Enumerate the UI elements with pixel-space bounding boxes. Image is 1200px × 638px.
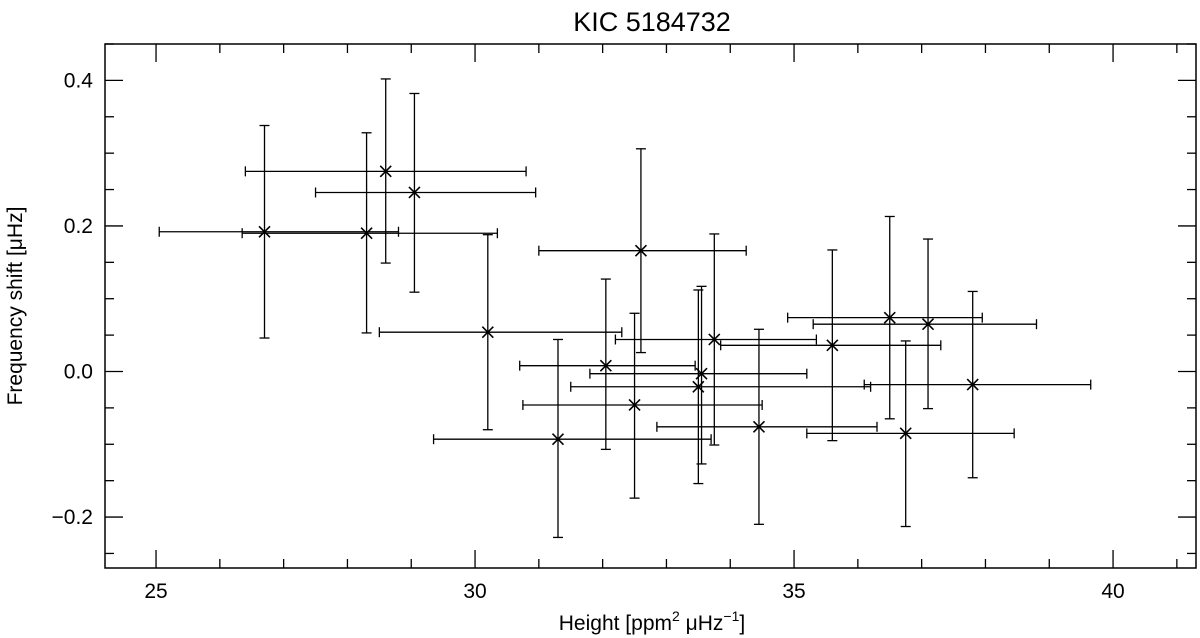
x-axis-label-mid: μHz [680, 612, 724, 635]
axis-ticks [105, 43, 1196, 568]
data-point-marker [599, 359, 612, 372]
plot-frame [104, 43, 1197, 569]
y-tick-labels: −0.2 0.0 0.2 0.4 [52, 69, 94, 529]
data-point-marker [752, 420, 766, 433]
data-point-marker [551, 433, 565, 446]
data-point-marker [883, 311, 896, 324]
chart-title: KIC 5184732 [573, 7, 731, 37]
data-point-marker [481, 326, 494, 339]
x-tick-label: 40 [1101, 580, 1124, 603]
data-markers [258, 165, 979, 446]
data-point-marker [258, 225, 271, 238]
data-point-marker [360, 227, 373, 240]
data-point-marker [966, 378, 979, 391]
error-bars [158, 78, 1092, 539]
data-point-marker [379, 165, 392, 178]
x-tick-label: 35 [782, 580, 805, 603]
data-point-marker [826, 339, 839, 352]
x-tick-labels: 25 30 35 40 [144, 580, 1124, 603]
y-tick-label: 0.2 [64, 215, 93, 238]
x-axis-label-post: ] [739, 612, 745, 635]
data-point-marker [708, 333, 721, 346]
data-point-marker [634, 244, 647, 257]
data-point-marker [408, 186, 421, 199]
x-tick-label: 25 [144, 580, 167, 603]
x-tick-label: 30 [463, 580, 486, 603]
x-axis-label-sup1: 2 [672, 608, 680, 624]
data-point-marker [695, 367, 708, 380]
data-point-marker [628, 398, 641, 412]
x-axis-label-sup2: −1 [723, 608, 739, 624]
x-axis-label: Height [ppm2 μHz−1] [559, 608, 745, 635]
y-tick-label: 0.0 [64, 361, 93, 384]
x-axis-label-pre: Height [ppm [559, 612, 672, 635]
data-point-marker [692, 380, 705, 393]
y-axis-label: Frequency shift [μHz] [4, 207, 27, 406]
data-point-marker [899, 427, 912, 440]
data-point-marker [921, 318, 935, 331]
y-tick-label: −0.2 [52, 506, 93, 529]
y-tick-label: 0.4 [64, 69, 94, 92]
